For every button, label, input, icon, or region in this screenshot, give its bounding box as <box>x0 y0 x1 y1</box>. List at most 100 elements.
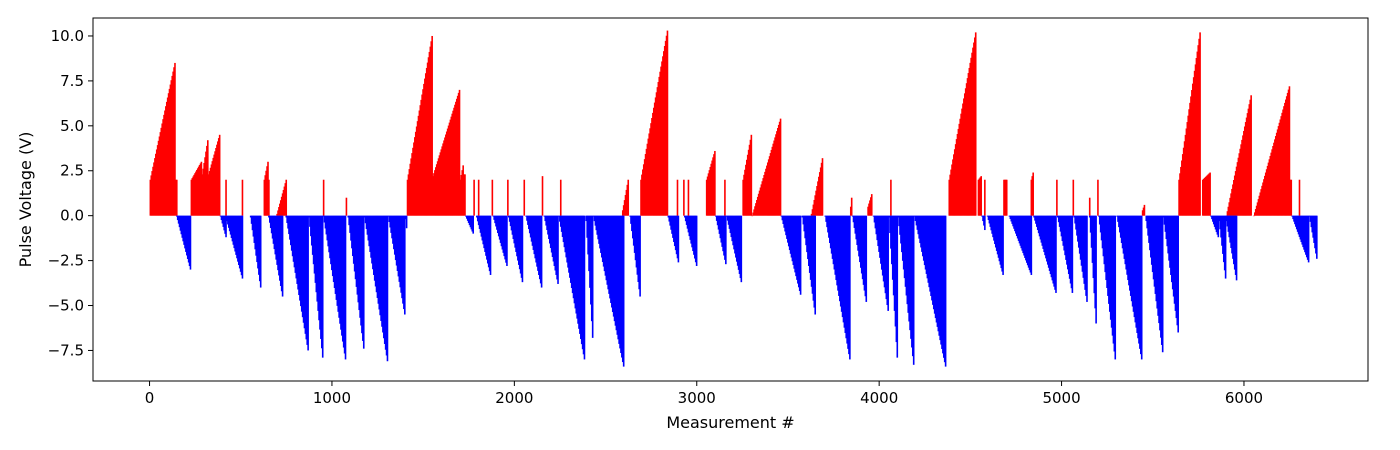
positive-bar <box>984 179 986 216</box>
negative-bar <box>259 215 262 288</box>
positive-bar <box>1184 134 1187 216</box>
positive-bar <box>277 210 279 216</box>
negative-bar <box>982 215 984 222</box>
negative-bar <box>389 215 392 228</box>
negative-bar <box>305 215 308 340</box>
negative-bar <box>1084 215 1086 290</box>
negative-bar <box>1291 215 1293 217</box>
negative-bar <box>826 215 828 228</box>
negative-bar <box>1228 215 1231 238</box>
negative-bar <box>1160 215 1163 345</box>
negative-bar <box>499 215 502 243</box>
negative-bar <box>638 215 640 290</box>
negative-bar <box>613 215 616 322</box>
negative-bar <box>884 215 887 294</box>
positive-bar <box>640 179 642 216</box>
positive-bar <box>642 164 645 216</box>
negative-bar <box>553 215 556 266</box>
negative-bar <box>922 215 924 257</box>
positive-bar <box>1179 173 1181 216</box>
negative-bar <box>1080 215 1083 266</box>
positive-bar <box>961 108 963 216</box>
negative-bar <box>495 215 497 227</box>
negative-bar <box>1154 215 1157 294</box>
positive-bar <box>1268 159 1271 216</box>
negative-bar <box>1139 215 1141 349</box>
negative-bar <box>911 215 914 357</box>
negative-bar <box>1114 215 1117 360</box>
negative-bar <box>236 215 238 259</box>
negative-bar <box>568 215 570 273</box>
negative-bar <box>723 215 725 256</box>
negative-bar <box>249 215 252 218</box>
positive-bar <box>1259 192 1262 216</box>
negative-bar <box>369 215 371 252</box>
negative-bar <box>1100 215 1103 241</box>
positive-bar <box>1243 126 1246 216</box>
negative-bar <box>334 215 337 294</box>
positive-bar <box>460 174 463 216</box>
positive-bar <box>626 184 629 216</box>
positive-bar <box>204 157 206 216</box>
negative-bar <box>873 215 876 223</box>
positive-bar <box>170 80 173 216</box>
negative-bar <box>268 215 270 218</box>
negative-bar <box>231 215 234 242</box>
negative-bar <box>300 215 303 312</box>
negative-bar <box>342 215 345 348</box>
negative-bar <box>888 215 890 218</box>
negative-bar <box>275 215 277 260</box>
positive-bar <box>1192 77 1195 216</box>
negative-bar <box>252 215 255 237</box>
positive-bar <box>1196 51 1199 216</box>
positive-bar <box>462 165 464 216</box>
negative-bar <box>1014 215 1016 232</box>
negative-bar <box>990 215 993 231</box>
negative-bar <box>780 215 783 217</box>
positive-bar <box>419 105 422 216</box>
positive-bar <box>758 190 761 216</box>
negative-bar <box>311 215 314 255</box>
negative-bar <box>1019 215 1022 246</box>
positive-bar <box>663 51 665 216</box>
positive-bar <box>408 169 411 216</box>
y-tick-label: 5.0 <box>60 117 84 135</box>
negative-bar <box>382 215 384 333</box>
positive-bar <box>1088 197 1091 216</box>
positive-bar <box>414 131 417 216</box>
negative-bar <box>590 215 592 305</box>
negative-bar <box>1079 215 1082 260</box>
negative-bar <box>362 215 365 349</box>
negative-bar <box>498 215 501 240</box>
negative-bar <box>1038 215 1041 237</box>
negative-bar <box>609 215 611 299</box>
negative-bar <box>891 215 893 265</box>
negative-bar <box>227 215 230 228</box>
negative-bar <box>685 215 688 225</box>
positive-bar <box>651 118 653 216</box>
positive-bar <box>464 174 466 216</box>
positive-bar <box>707 173 710 216</box>
positive-bar <box>155 153 157 216</box>
negative-bar <box>832 215 835 265</box>
positive-bar <box>759 187 762 216</box>
negative-bar <box>530 215 533 242</box>
negative-bar <box>578 215 580 329</box>
negative-bar <box>925 215 928 274</box>
negative-bar <box>476 215 479 222</box>
positive-bar <box>152 166 154 216</box>
negative-bar <box>606 215 609 285</box>
positive-bar <box>1272 146 1274 216</box>
negative-bar <box>1296 215 1299 232</box>
positive-bar <box>644 154 647 216</box>
positive-bar <box>1254 212 1256 216</box>
positive-bar <box>1257 199 1260 216</box>
negative-bar <box>986 215 989 217</box>
negative-bar <box>1102 215 1105 257</box>
negative-bar <box>250 215 253 224</box>
negative-bar <box>787 215 789 243</box>
negative-bar <box>688 215 691 237</box>
negative-bar <box>586 215 588 238</box>
negative-bar <box>1118 215 1120 228</box>
positive-bar <box>768 156 771 216</box>
